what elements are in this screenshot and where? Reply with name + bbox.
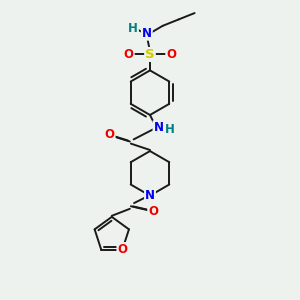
Text: N: N: [145, 189, 155, 202]
Text: N: N: [154, 121, 164, 134]
Text: O: O: [105, 128, 115, 141]
Text: H: H: [128, 22, 138, 35]
Text: S: S: [145, 48, 155, 61]
Text: H: H: [165, 123, 175, 136]
Text: N: N: [142, 27, 152, 40]
Text: O: O: [117, 243, 128, 256]
Text: O: O: [124, 48, 134, 61]
Text: O: O: [148, 205, 158, 218]
Text: O: O: [166, 48, 176, 61]
